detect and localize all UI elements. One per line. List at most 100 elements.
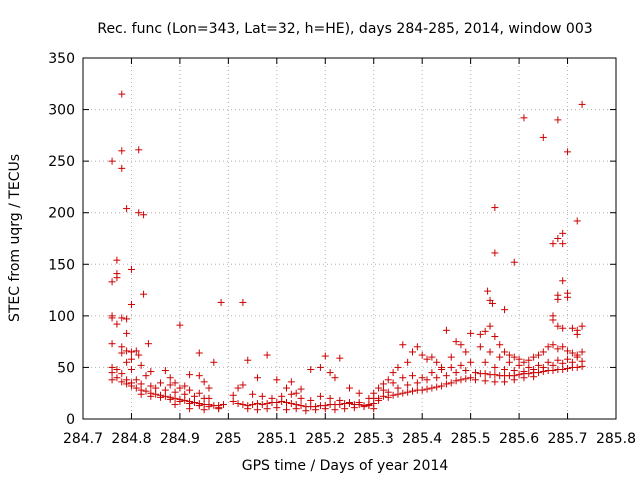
data-point bbox=[239, 401, 247, 409]
data-point bbox=[292, 405, 300, 413]
data-point bbox=[326, 369, 334, 377]
data-point bbox=[564, 148, 572, 156]
y-tick-label: 0 bbox=[66, 412, 75, 428]
data-point bbox=[142, 387, 150, 395]
data-point bbox=[253, 374, 261, 382]
data-point bbox=[292, 389, 300, 397]
data-point bbox=[433, 383, 441, 391]
data-point bbox=[249, 401, 257, 409]
data-point bbox=[171, 394, 179, 402]
data-point bbox=[307, 396, 315, 404]
data-point bbox=[559, 343, 567, 351]
data-point bbox=[501, 348, 509, 356]
data-point bbox=[554, 322, 562, 330]
data-point bbox=[452, 369, 460, 377]
data-point bbox=[491, 249, 499, 257]
y-tick-label: 50 bbox=[57, 360, 75, 376]
data-point bbox=[491, 378, 499, 386]
data-point bbox=[573, 353, 581, 361]
data-point bbox=[234, 400, 242, 408]
data-point bbox=[263, 351, 271, 359]
data-point bbox=[346, 384, 353, 392]
x-tick-label: 285.1 bbox=[257, 431, 297, 447]
data-point bbox=[297, 402, 305, 410]
data-point bbox=[166, 381, 174, 389]
data-point bbox=[549, 240, 557, 248]
data-point bbox=[355, 398, 363, 406]
data-point bbox=[123, 358, 131, 366]
data-point bbox=[166, 395, 174, 403]
data-point bbox=[564, 293, 572, 301]
data-point bbox=[471, 376, 479, 384]
data-point bbox=[186, 371, 194, 379]
data-point bbox=[229, 391, 237, 399]
x-tick-label: 285.5 bbox=[451, 431, 491, 447]
data-point bbox=[147, 368, 155, 376]
data-point bbox=[501, 365, 509, 373]
data-point bbox=[127, 382, 135, 390]
data-point bbox=[140, 211, 148, 219]
data-point bbox=[312, 406, 320, 414]
data-point bbox=[195, 402, 203, 410]
data-point bbox=[428, 384, 436, 392]
data-point bbox=[268, 394, 276, 402]
data-point bbox=[578, 357, 586, 365]
data-point bbox=[132, 376, 140, 384]
data-point bbox=[408, 372, 416, 380]
data-point bbox=[384, 376, 392, 384]
data-point bbox=[234, 384, 242, 392]
data-point bbox=[287, 378, 295, 386]
data-point bbox=[510, 353, 518, 361]
data-point bbox=[520, 358, 528, 366]
data-point bbox=[573, 330, 581, 338]
data-point bbox=[258, 392, 266, 400]
data-point bbox=[578, 348, 586, 356]
data-point bbox=[462, 348, 470, 356]
data-point bbox=[568, 349, 576, 357]
data-point bbox=[210, 358, 218, 366]
data-point bbox=[564, 355, 572, 363]
data-point bbox=[539, 348, 547, 356]
data-point bbox=[273, 376, 281, 384]
data-point bbox=[331, 374, 339, 382]
data-point bbox=[544, 358, 552, 366]
data-point bbox=[399, 341, 407, 349]
data-point bbox=[462, 375, 470, 383]
data-point bbox=[510, 367, 518, 375]
data-point bbox=[481, 327, 489, 335]
data-point bbox=[496, 353, 504, 361]
data-point bbox=[491, 204, 499, 212]
data-point bbox=[433, 374, 441, 382]
data-point bbox=[181, 382, 189, 390]
data-point bbox=[379, 380, 387, 388]
data-point bbox=[113, 274, 121, 282]
data-point bbox=[539, 363, 547, 371]
data-point bbox=[394, 384, 402, 392]
data-point bbox=[447, 379, 455, 387]
data-point bbox=[423, 376, 431, 384]
data-point bbox=[539, 133, 547, 141]
data-point bbox=[476, 343, 484, 351]
data-point bbox=[113, 374, 121, 382]
y-tick-label: 350 bbox=[48, 51, 75, 67]
data-point bbox=[108, 314, 116, 322]
data-point bbox=[559, 229, 567, 237]
data-point bbox=[418, 351, 426, 359]
data-points bbox=[108, 90, 586, 415]
data-point bbox=[525, 356, 533, 364]
data-point bbox=[137, 390, 145, 398]
data-point bbox=[447, 363, 455, 371]
plot-border bbox=[82, 57, 617, 420]
data-point bbox=[229, 397, 237, 405]
data-point bbox=[379, 392, 387, 400]
data-point bbox=[488, 299, 496, 307]
data-point bbox=[515, 355, 523, 363]
data-point bbox=[413, 343, 421, 351]
data-point bbox=[564, 364, 572, 372]
data-point bbox=[462, 367, 470, 375]
data-point bbox=[501, 306, 509, 314]
data-point bbox=[428, 369, 436, 377]
y-tick-label: 200 bbox=[48, 206, 75, 222]
data-point bbox=[181, 396, 189, 404]
